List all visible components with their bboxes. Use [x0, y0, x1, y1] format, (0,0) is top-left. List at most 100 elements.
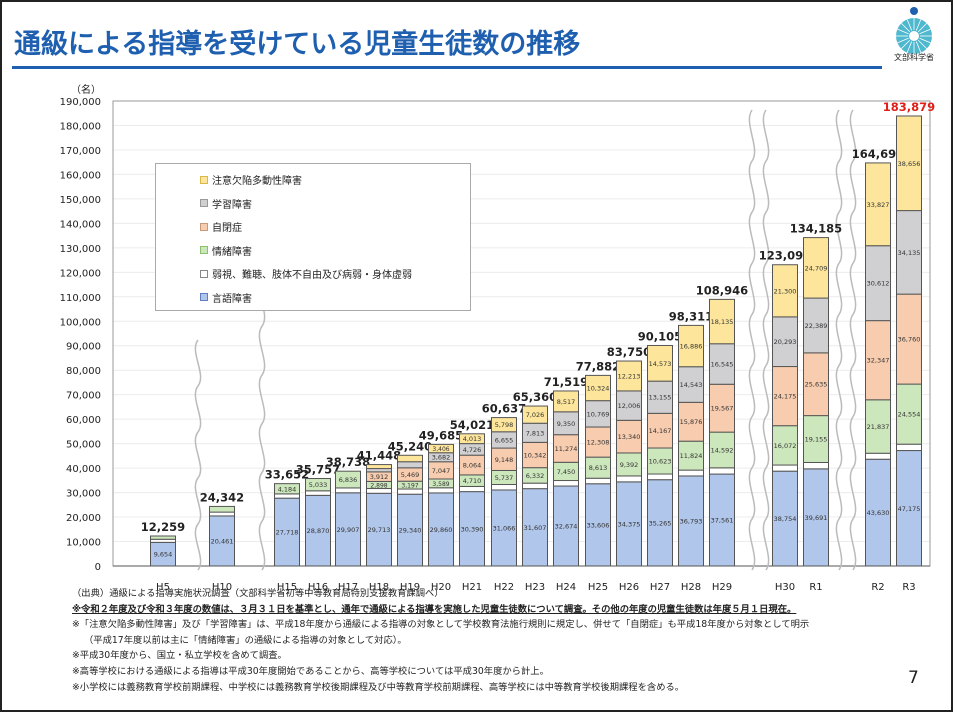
bar-total-label: 77,882	[576, 359, 620, 373]
segment-label: 34,375	[618, 520, 641, 528]
bar-segment	[865, 245, 891, 322]
segment-label: 3,589	[432, 481, 449, 488]
bar-total-label: 49,685	[419, 428, 463, 442]
bar-segment	[772, 464, 798, 472]
bar-segment	[553, 485, 579, 567]
legend-swatch	[200, 222, 208, 231]
bar-segment	[803, 415, 829, 463]
segment-label: 38,754	[774, 515, 797, 523]
bar-segment	[803, 352, 829, 417]
segment-label: 10,769	[587, 410, 610, 418]
segment-label: 12,213	[618, 372, 641, 380]
bar-segment	[772, 366, 798, 427]
y-tick-label: 80,000	[66, 366, 101, 377]
segment-label: 5,033	[309, 481, 328, 489]
segment-label: 9,350	[557, 420, 576, 428]
segment-label: 16,886	[680, 343, 703, 351]
bar-total-label: 38,738	[326, 455, 370, 469]
y-tick-label: 10,000	[66, 538, 101, 549]
bar-segment	[150, 535, 176, 540]
x-tick-label: R2	[871, 582, 884, 593]
bar-segment	[522, 405, 548, 424]
bar-segment	[772, 316, 798, 368]
bar-total-label: 24,342	[200, 490, 244, 504]
segment-label: 33,827	[867, 201, 890, 209]
legend-swatch	[200, 199, 208, 207]
bar-segment	[428, 443, 454, 454]
y-tick-label: 60,000	[66, 415, 101, 426]
legend-item: 情緒障害	[200, 243, 252, 258]
segment-label: 18,135	[711, 318, 734, 326]
page-title: 通級による指導を受けている児童生徒数の推移	[14, 29, 581, 60]
segment-label: 38,656	[898, 160, 921, 168]
x-tick-label: H15	[277, 582, 297, 593]
legend-swatch	[200, 246, 208, 254]
bar-segment	[803, 468, 829, 567]
bar-total-label: 71,519	[544, 375, 588, 389]
axis-break-mark	[835, 109, 843, 571]
segment-label: 4,013	[463, 435, 482, 443]
segment-label: 9,148	[495, 456, 514, 464]
bar-segment	[678, 469, 704, 477]
bar-segment	[522, 488, 548, 567]
bar-total-label: 134,185	[790, 222, 842, 236]
mext-logo-icon	[896, 7, 932, 54]
bar-segment	[803, 461, 829, 470]
x-tick-label: H16	[308, 582, 328, 593]
segment-label: 7,047	[432, 467, 451, 475]
note-r2r3: ※令和２年度及び令和３年度の数値は、３月３１日を基準とし、通年で通級による指導を…	[72, 603, 797, 615]
segment-label: 3,682	[432, 454, 451, 462]
bar-segment	[491, 417, 517, 433]
y-tick-label: 120,000	[60, 268, 101, 279]
bar-segment	[678, 440, 704, 471]
axis-break-mark	[762, 109, 770, 571]
segment-label: 7,026	[526, 411, 545, 419]
bar-segment	[616, 360, 642, 392]
bar-segment	[865, 458, 891, 567]
bar-total-label: 183,879	[883, 100, 935, 114]
bar-total-label: 90,105	[638, 329, 682, 343]
x-tick-label: H25	[588, 582, 608, 593]
bar-segment	[772, 264, 798, 318]
legend-label: 学習障害	[212, 199, 252, 211]
segment-label: 16,072	[774, 442, 797, 450]
bar-total-label: 83,750	[607, 345, 651, 359]
segment-label: 32,674	[555, 523, 578, 531]
bar-segment	[709, 298, 735, 345]
segment-label: 5,737	[495, 474, 514, 482]
segment-label: 36,760	[898, 336, 921, 344]
bar-segment	[709, 467, 735, 475]
legend-swatch	[200, 175, 208, 184]
bar-segment	[585, 426, 611, 458]
segment-label: 35,265	[649, 519, 672, 527]
x-tick-label: H19	[400, 582, 420, 593]
bar-segment	[896, 450, 922, 567]
bar-segment	[553, 480, 579, 487]
segment-label: 6,836	[339, 476, 358, 484]
bar-total-label: 41,448	[357, 449, 401, 463]
x-tick-label: H20	[431, 582, 451, 593]
bar-segment	[585, 374, 611, 402]
bar-segment	[305, 494, 331, 567]
bar-total-label: 35,757	[296, 462, 340, 476]
segment-label: 3,406	[432, 446, 449, 453]
segment-label: 2,898	[370, 482, 387, 489]
bar-segment	[274, 483, 300, 495]
segment-label: 29,907	[337, 526, 360, 534]
bar-segment	[366, 464, 392, 470]
segment-label: 14,573	[649, 360, 672, 368]
bar-segment	[335, 470, 361, 489]
segment-label: 7,450	[557, 468, 576, 476]
segment-label: 5,798	[495, 421, 514, 429]
bar-segment	[709, 431, 735, 469]
segment-label: 4,726	[463, 446, 482, 454]
segment-label: 31,066	[493, 524, 516, 532]
bar-segment	[585, 477, 611, 485]
logo-text: 文部科学省	[894, 53, 934, 62]
y-tick-label: 90,000	[66, 342, 101, 353]
axis-break-mark	[849, 109, 857, 571]
segment-label: 21,837	[867, 423, 890, 431]
segment-label: 6,655	[495, 436, 514, 444]
x-tick-label: H5	[156, 582, 170, 593]
